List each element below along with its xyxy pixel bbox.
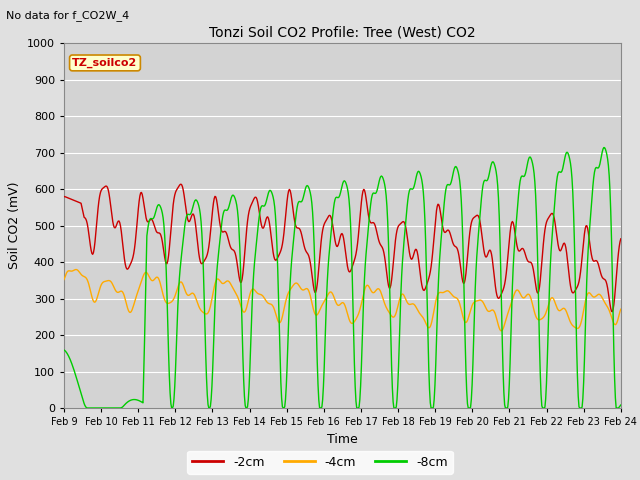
Y-axis label: Soil CO2 (mV): Soil CO2 (mV) xyxy=(8,182,21,269)
Text: TZ_soilco2: TZ_soilco2 xyxy=(72,58,138,68)
Title: Tonzi Soil CO2 Profile: Tree (West) CO2: Tonzi Soil CO2 Profile: Tree (West) CO2 xyxy=(209,25,476,39)
Text: No data for f_CO2W_4: No data for f_CO2W_4 xyxy=(6,10,130,21)
X-axis label: Time: Time xyxy=(327,432,358,445)
Legend: -2cm, -4cm, -8cm: -2cm, -4cm, -8cm xyxy=(187,451,453,474)
